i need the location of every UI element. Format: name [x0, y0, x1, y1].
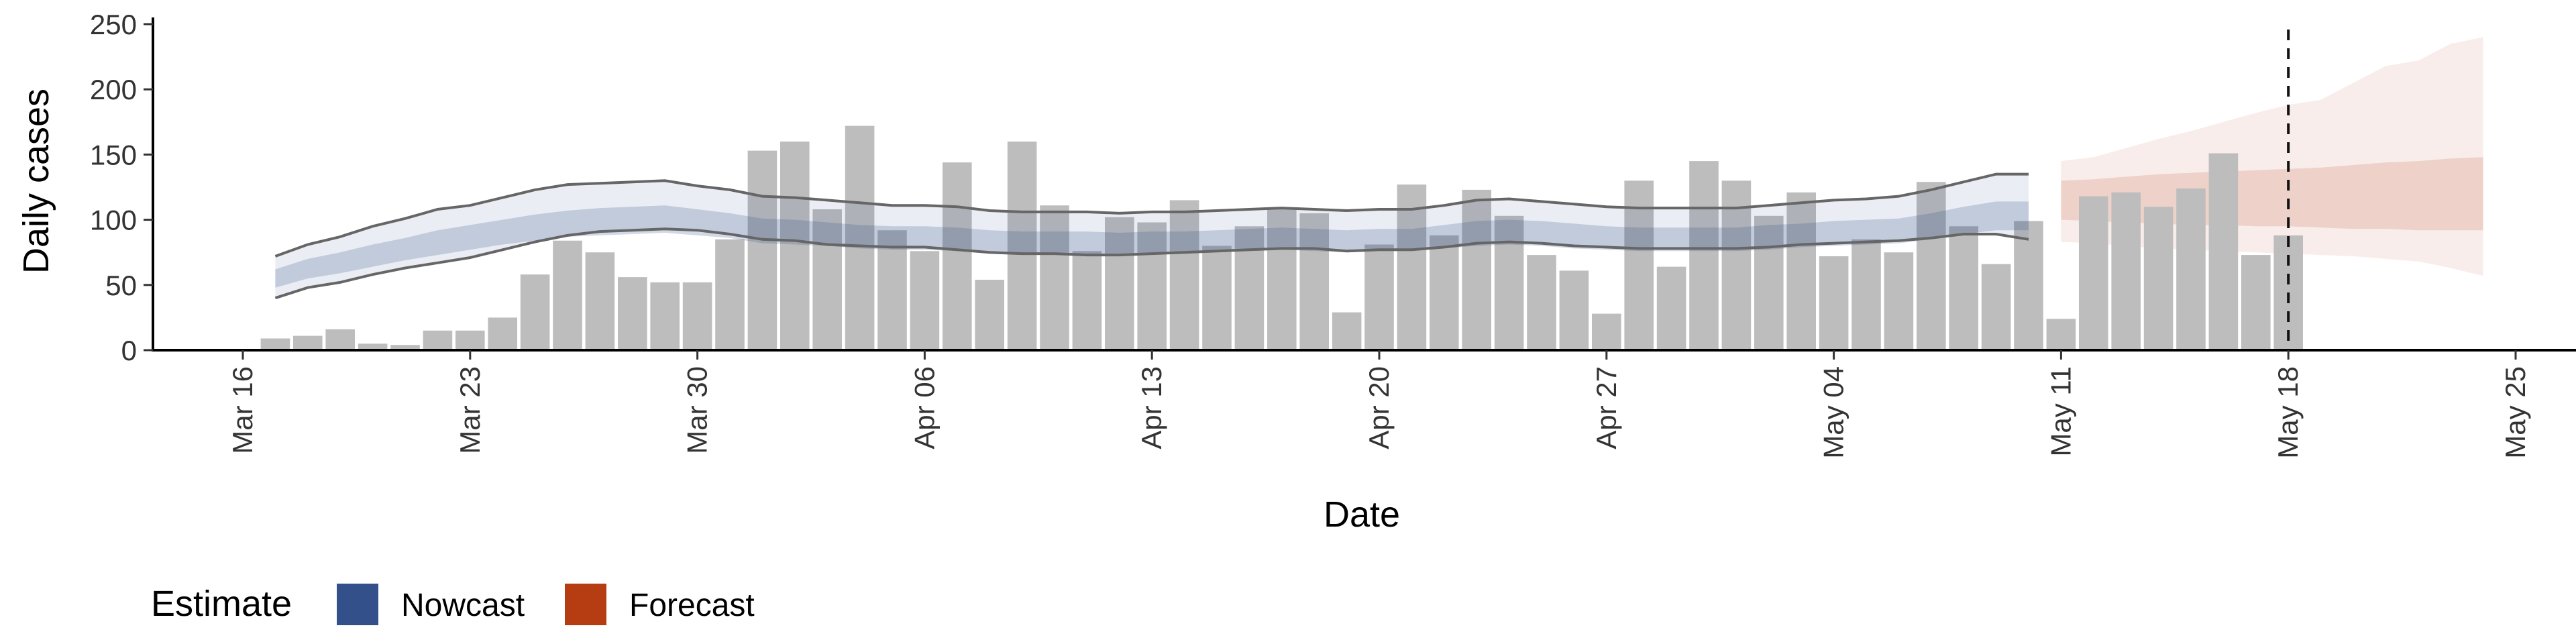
case-bar — [2079, 196, 2108, 350]
case-bar — [682, 282, 712, 350]
x-tick-label: May 25 — [2500, 366, 2531, 459]
y-tick-label: 100 — [90, 205, 137, 236]
case-bar — [1332, 312, 1362, 350]
y-tick-label: 250 — [90, 9, 137, 40]
case-bar — [2046, 319, 2076, 350]
case-bar — [1527, 255, 1556, 350]
case-bar — [2111, 192, 2141, 350]
case-bar — [1364, 244, 1394, 350]
case-bar — [618, 277, 647, 350]
case-bar — [1007, 142, 1037, 350]
case-bar — [1851, 239, 1881, 350]
case-bar — [488, 317, 517, 350]
nowcast-lower-line — [274, 227, 2029, 300]
case-bar — [2176, 188, 2206, 350]
y-tick-label: 50 — [105, 270, 137, 301]
case-bar — [877, 230, 907, 350]
x-tick-label: Apr 13 — [1136, 366, 1167, 449]
case-bar — [910, 251, 940, 350]
case-bar — [975, 280, 1004, 350]
case-bar — [1430, 235, 1459, 350]
y-tick-label: 150 — [90, 139, 137, 170]
case-bar — [1397, 184, 1427, 350]
case-bar — [943, 162, 972, 350]
x-axis-title: Date — [1324, 494, 1400, 535]
case-bar — [1559, 270, 1589, 350]
case-bar — [1592, 313, 1621, 350]
case-bar — [1656, 266, 1686, 350]
case-bar — [358, 343, 388, 350]
case-bar — [1754, 215, 1784, 350]
case-bar — [293, 335, 323, 350]
nowcast-upper-line — [274, 172, 2029, 258]
case-bar — [1624, 180, 1654, 350]
case-bar — [1072, 251, 1102, 350]
axes: 0 50 100 150 200 250 Mar 16 Mar 23 Mar 30 Apr 06 A… — [90, 9, 2576, 459]
case-bar — [1884, 252, 1914, 350]
case-bar — [1819, 256, 1849, 350]
legend-swatch-nowcast — [337, 584, 378, 625]
case-bar — [1981, 264, 2011, 350]
legend-swatch-forecast — [565, 584, 606, 625]
case-bar — [1040, 205, 1069, 350]
case-bar — [747, 150, 777, 350]
case-bar — [1949, 226, 1978, 350]
case-bar — [812, 209, 842, 350]
case-bar — [1462, 189, 1491, 350]
case-bar — [390, 345, 420, 350]
case-bar — [423, 330, 453, 350]
case-bar — [520, 274, 550, 350]
case-bar — [650, 282, 680, 350]
x-tick-label: Apr 06 — [908, 366, 940, 449]
case-bar — [1202, 246, 1232, 350]
case-bar — [1137, 222, 1167, 350]
case-bar — [1169, 200, 1199, 350]
y-tick-label: 0 — [121, 335, 137, 366]
y-axis-title: Daily cases — [16, 89, 56, 274]
x-tick-label: May 11 — [2045, 366, 2076, 457]
case-bar — [1917, 182, 1946, 350]
legend-label-nowcast: Nowcast — [401, 588, 525, 623]
case-bar — [1786, 192, 1816, 350]
case-bar — [2014, 221, 2043, 350]
legend-label-forecast: Forecast — [629, 588, 755, 623]
case-bar — [455, 330, 485, 350]
case-bar — [780, 142, 810, 350]
nowcast-band-90 — [275, 174, 2029, 299]
case-bar — [553, 240, 582, 350]
legend-title: Estimate — [151, 584, 292, 624]
x-tick-label: Apr 20 — [1363, 366, 1395, 449]
case-bar — [585, 252, 615, 350]
case-bar — [1267, 209, 1297, 350]
y-tick-label: 200 — [90, 74, 137, 105]
x-tick-label: Apr 27 — [1591, 366, 1622, 449]
x-tick-label: Mar 30 — [682, 366, 713, 454]
case-bar — [260, 338, 290, 350]
case-bar — [1299, 213, 1329, 350]
nowcast-bands — [274, 172, 2029, 300]
case-bar — [715, 239, 745, 350]
x-tick-label: Mar 16 — [227, 366, 258, 454]
case-bar — [2208, 153, 2239, 350]
case-bar — [1234, 226, 1265, 350]
case-bar — [845, 125, 875, 350]
case-bar — [1105, 217, 1134, 350]
legend: Estimate Nowcast Forecast — [151, 584, 755, 625]
case-bar — [2241, 255, 2271, 350]
x-tick-label: Mar 23 — [454, 366, 486, 454]
case-bar — [2143, 207, 2174, 350]
case-bar — [1689, 161, 1719, 350]
x-tick-label: May 04 — [1818, 366, 1849, 459]
case-bar — [325, 329, 355, 350]
case-bar — [1494, 215, 1524, 350]
nowcast-band-50 — [275, 201, 2029, 288]
x-tick-label: May 18 — [2272, 366, 2304, 459]
